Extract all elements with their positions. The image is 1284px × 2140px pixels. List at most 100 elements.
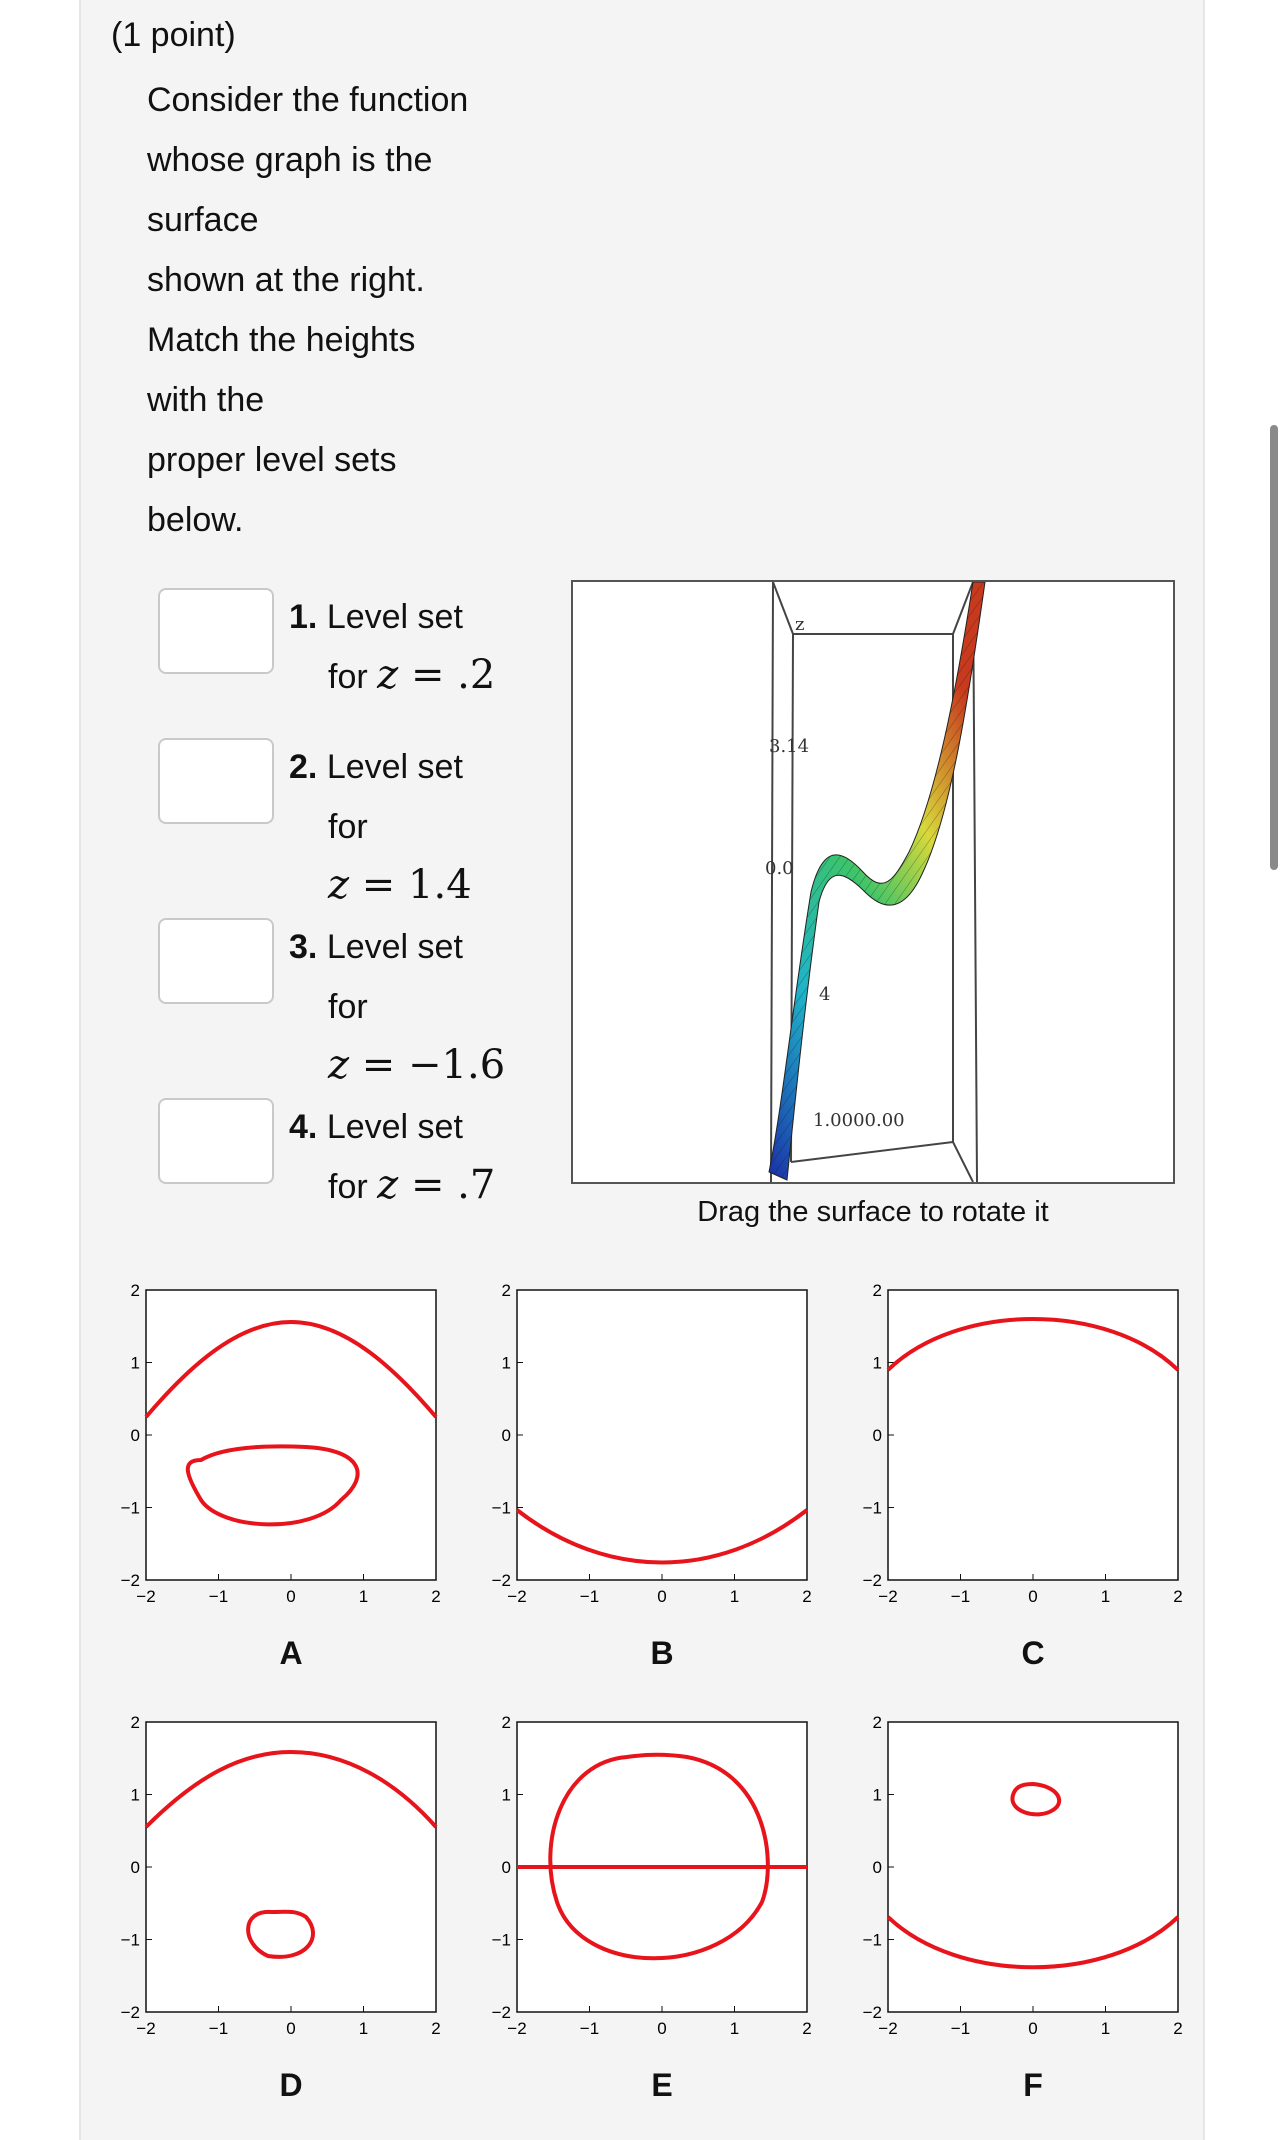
y-tick-label: −1 [492,1931,511,1950]
math-expression: z = 1.4 [328,862,472,908]
prompt-line: Match the heights [147,321,416,359]
question-2-for: for [328,808,368,846]
question-text: for [328,1168,368,1206]
level-set-plot-d: −2 2 −1 1 0 0 1 −1 2 −2 [121,1713,441,2038]
x-tick-label: −2 [878,1587,897,1606]
surface-viewer[interactable]: z 3.14 0.0 4 1.0000.00 [571,580,1175,1184]
level-curve [144,1319,438,1419]
surface-caption: Drag the surface to rotate it [697,1196,1049,1228]
y-tick-label: −1 [492,1499,511,1518]
x-tick-label: −2 [878,2019,897,2038]
y-tick-label: 2 [873,1281,882,1300]
x-tick-label: 2 [802,1587,811,1606]
question-1-condition: for z = .2 [328,652,495,698]
math-var: z [328,862,350,908]
y-tick-label: −1 [863,1499,882,1518]
y-tick-label: −1 [863,1931,882,1950]
x-tick-label: 2 [802,2019,811,2038]
math-eq: = [410,652,445,698]
y-tick-label: −2 [863,1571,882,1590]
surface-graphic[interactable]: z 3.14 0.0 4 1.0000.00 [573,582,1173,1182]
level-curve [144,1749,438,1829]
prompt-line: shown at the right. [147,261,425,299]
answer-input-4[interactable] [158,1098,274,1184]
bounding-box [770,582,978,1182]
question-2-condition: z = 1.4 [328,862,472,908]
plot-letter-c: C [1021,1635,1045,1671]
x-tick-label: −1 [209,2019,228,2038]
y-tick-label: −2 [121,1571,140,1590]
question-number: 2. [289,748,318,786]
x-tick-label: 1 [1101,1587,1110,1606]
z-value: .7 [457,1162,496,1208]
prompt-line: with the [147,381,265,419]
x-tick-label: 0 [657,1587,666,1606]
y-tick-label: −2 [863,2003,882,2022]
x-tick-label: 2 [431,1587,440,1606]
surface-label: 1.0000.00 [813,1110,905,1131]
surface-label: 3.14 [769,736,809,757]
y-tick-label: 0 [873,1426,882,1445]
x-tick-label: 1 [359,2019,368,2038]
plot-frame [145,1289,437,1581]
question-text: Level set [326,1108,463,1146]
plot-letter-a: A [279,1635,303,1671]
x-tick-label: 0 [1028,1587,1037,1606]
math-eq: = [361,1042,396,1088]
prompt-line: Consider the function [147,81,469,119]
y-tick-label: 1 [502,1786,511,1805]
surface-label: 4 [819,984,830,1005]
x-tick-label: −2 [507,2019,526,2038]
x-tick-label: 1 [359,1587,368,1606]
surface-label: 0.0 [765,858,794,879]
x-tick-label: 1 [1101,2019,1110,2038]
scrollbar[interactable] [1270,425,1278,870]
level-set-plot-f: −2 2 −1 1 0 0 1 −1 2 −2 [863,1713,1183,2038]
prompt-line: below. [147,501,244,539]
y-tick-label: 1 [873,1354,882,1373]
points-label: (1 point) [111,16,236,54]
y-tick-label: 0 [873,1858,882,1877]
x-tick-label: 1 [730,1587,739,1606]
math-var: z [377,652,399,698]
y-tick-label: 0 [131,1426,140,1445]
answer-input-1[interactable] [158,588,274,674]
x-tick-label: 0 [657,2019,666,2038]
question-text: Level set [326,598,463,636]
level-set-plot-a: −2 2 −1 1 0 0 1 −1 2 −2 [121,1281,441,1606]
y-tick-label: 1 [502,1354,511,1373]
x-tick-label: −1 [580,1587,599,1606]
x-tick-label: −1 [951,2019,970,2038]
question-number: 3. [289,928,318,966]
question-text: Level set [326,748,463,786]
math-var: z [328,1042,350,1088]
surface-label: z [795,614,804,635]
y-tick-label: 0 [131,1858,140,1877]
z-value: .2 [457,652,496,698]
x-tick-label: −1 [209,1587,228,1606]
math-expression: z = −1.6 [328,1042,505,1088]
x-tick-label: 2 [1173,2019,1182,2038]
y-tick-label: −1 [121,1931,140,1950]
x-tick-label: −1 [951,1587,970,1606]
x-tick-label: −2 [136,1587,155,1606]
question-text: Level set [326,928,463,966]
plot-letter-e: E [651,2067,673,2103]
question-number: 4. [289,1108,318,1146]
plot-frame [145,1721,437,2013]
level-curve [548,1752,770,1961]
x-tick-label: −2 [507,1587,526,1606]
plot-letter-b: B [650,1635,674,1671]
plot-letter-f: F [1023,2067,1043,2103]
z-value: 1.4 [408,862,472,908]
y-tick-label: 1 [873,1786,882,1805]
level-curve [1010,1781,1061,1817]
surface-axis-labels: z 3.14 0.0 4 1.0000.00 [765,614,905,1131]
problem-prompt: Consider the function whose graph is the… [147,76,468,556]
answer-input-2[interactable] [158,738,274,824]
question-4-condition: for z = .7 [328,1162,495,1208]
math-eq: = [410,1162,445,1208]
x-tick-label: 2 [1173,1587,1182,1606]
plot-frame [887,1289,1179,1581]
answer-input-3[interactable] [158,918,274,1004]
